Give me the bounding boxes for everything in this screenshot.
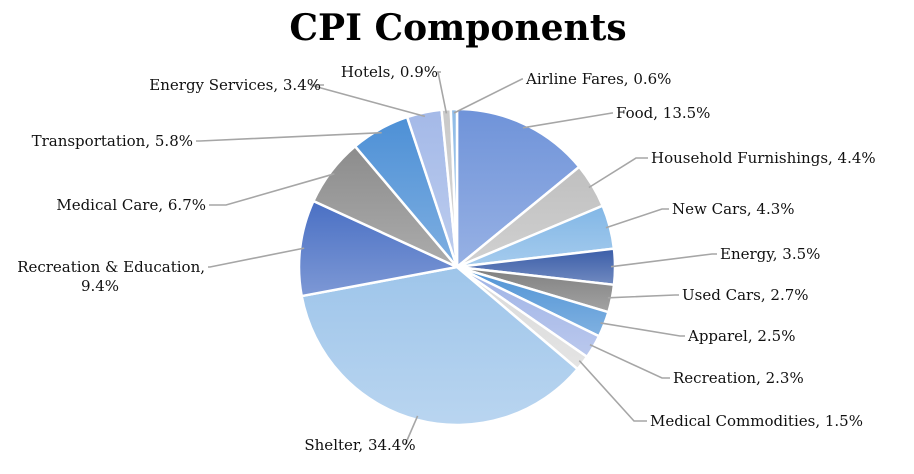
leader-line-medical-care [209,173,335,206]
data-label-airline-fares: Airline Fares, 0.6% [525,70,671,88]
data-label-used-cars: Used Cars, 2.7% [682,286,809,304]
data-label-new-cars: New Cars, 4.3% [672,200,795,218]
leader-line-hotels [437,71,448,114]
leader-line-transportation [196,131,382,142]
data-label-recreation: Recreation, 2.3% [673,369,804,387]
data-label-hotels: Hotels, 0.9% [341,63,438,81]
leader-line-new-cars [605,208,669,229]
data-label-food: Food, 13.5% [616,104,710,122]
chart-title: CPI Components [289,7,626,49]
data-label-energy: Energy, 3.5% [720,245,820,263]
leader-line-recreation-and-education [208,247,305,268]
leader-line-medical-commodities [578,360,647,422]
leader-line-energy [610,253,717,268]
slices-layer [297,107,617,427]
leader-line-apparel [600,322,685,337]
data-label-shelter: Shelter, 34.4% [304,436,415,454]
leader-line-food [522,112,613,129]
leaders-layer [196,71,717,446]
leader-line-energy-services [309,84,426,118]
data-label-energy-services: Energy Services, 3.4% [149,76,321,94]
leader-line-household-furnishings [588,157,648,189]
leader-line-used-cars [607,294,679,299]
pie-slice-recreation-and-education [297,199,462,298]
data-label-apparel: Apparel, 2.5% [687,327,795,345]
data-label-medical-commodities: Medical Commodities, 1.5% [650,412,863,430]
leader-line-shelter [404,415,419,446]
pie-slice-food [455,107,581,270]
labels-layer: Food, 13.5% Household Furnishings, 4.4% Ne… [17,63,875,454]
data-label-transportation: Transportation, 5.8% [32,132,193,150]
leader-line-airline-fares [453,78,523,114]
leader-line-recreation [589,343,670,379]
data-label-medical-care: Medical Care, 6.7% [56,196,206,214]
data-label-household-furnishings: Household Furnishings, 4.4% [651,149,876,167]
data-label-recreation-and-education: Recreation & Education, 9.4% [17,258,205,295]
pie-slice-airline-fares [449,107,459,268]
